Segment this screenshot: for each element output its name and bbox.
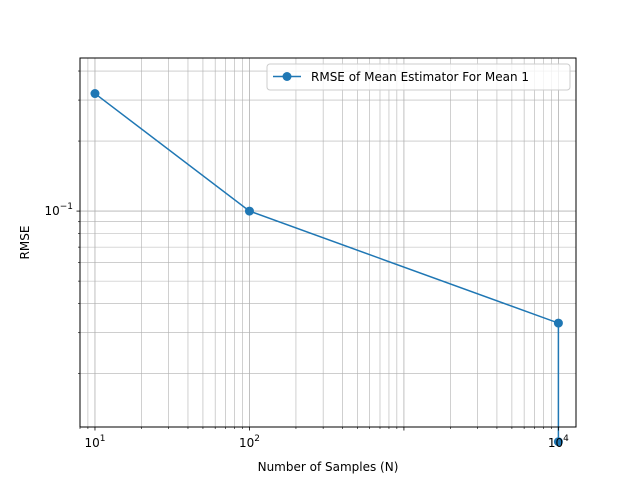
x-tick-label: 102 [239,434,260,450]
ticks: 101 102 104 10−1 [44,70,569,450]
series-layer [90,89,563,447]
y-tick-label: 10−1 [44,202,73,218]
x-axis-label: Number of Samples (N) [258,460,399,474]
data-point [553,318,563,328]
data-point [244,206,254,216]
data-point [553,437,563,447]
legend: RMSE of Mean Estimator For Mean 1 [266,63,571,91]
data-point [90,89,100,99]
legend-label: RMSE of Mean Estimator For Mean 1 [311,70,529,84]
series-line [94,92,560,442]
x-tick-label: 104 [548,434,569,450]
legend-marker [282,72,292,81]
x-tick-label: 101 [84,434,105,450]
y-axis-label: RMSE [18,226,32,260]
legend-box [266,63,571,91]
plot-frame [79,57,577,428]
